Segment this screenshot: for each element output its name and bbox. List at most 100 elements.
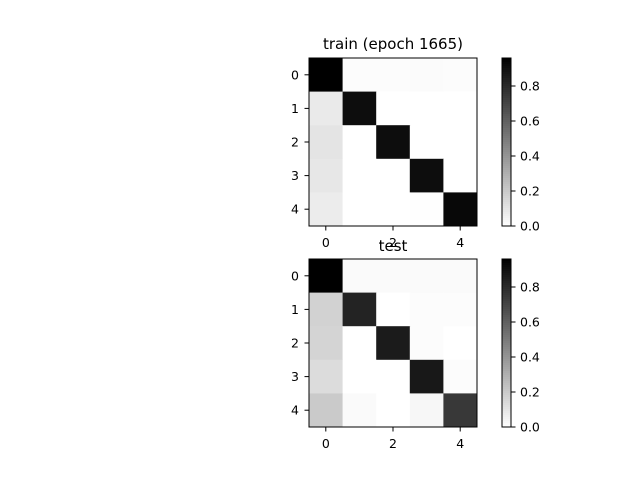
colorbar-strip <box>502 148 511 151</box>
colorbar-strip <box>502 303 511 306</box>
colorbar-strip <box>502 150 511 153</box>
heatmap-panel-test: test 0 1 2 3 4 0 2 4 <box>291 237 540 451</box>
x-tick-label: 4 <box>456 436 464 451</box>
colorbar-frame <box>501 57 512 227</box>
y-tick-label: 0 <box>291 67 299 82</box>
heatmap-cell <box>376 91 411 126</box>
colorbar-strip <box>502 130 511 133</box>
colorbar-strip <box>502 275 511 278</box>
colorbar-strip <box>502 299 511 302</box>
colorbar-strip <box>502 182 511 185</box>
colorbar-strip <box>502 269 511 272</box>
colorbar-strip <box>502 166 511 169</box>
colorbar-gradient-test <box>502 259 511 428</box>
colorbar-strip <box>502 112 511 115</box>
colorbar-strip <box>502 186 511 189</box>
heatmap-cell <box>309 58 344 93</box>
colorbar-strip <box>502 263 511 266</box>
heatmap-cell <box>443 292 478 327</box>
heatmap-cell <box>309 158 344 193</box>
x-axis-train: 0 2 4 <box>322 226 464 250</box>
heatmap-cell <box>309 326 344 361</box>
colorbar-strip <box>502 371 511 374</box>
colorbar-strip <box>502 351 511 354</box>
colorbar-strip <box>502 267 511 270</box>
colorbar-strip <box>502 74 511 77</box>
colorbar-strip <box>502 224 511 227</box>
colorbar-strip <box>502 357 511 360</box>
colorbar-strip <box>502 327 511 330</box>
heatmap-cell <box>376 326 411 361</box>
heatmap-cell <box>376 58 411 93</box>
heatmap-cell <box>409 259 444 294</box>
y-tick-label: 4 <box>291 403 299 418</box>
colorbar-strip <box>502 70 511 73</box>
colorbar-strip <box>502 309 511 312</box>
colorbar-strip <box>502 106 511 109</box>
colorbar-strip <box>502 407 511 410</box>
colorbar-strip <box>502 301 511 304</box>
colorbar-strip <box>502 138 511 141</box>
colorbar-tick-label: 0.6 <box>520 315 540 330</box>
heatmap-cell <box>376 192 411 227</box>
colorbar-strip <box>502 190 511 193</box>
heatmap-cell <box>309 125 344 160</box>
colorbar-strip <box>502 419 511 422</box>
colorbar-strip <box>502 206 511 209</box>
y-tick-label: 0 <box>291 268 299 283</box>
y-tick-label: 1 <box>291 101 299 116</box>
colorbar-strip <box>502 210 511 213</box>
colorbar-strip <box>502 114 511 117</box>
colorbar-strip <box>502 373 511 376</box>
colorbar-strip <box>502 160 511 163</box>
colorbar-strip <box>502 60 511 63</box>
colorbar-strip <box>502 315 511 318</box>
heatmap-cell <box>342 125 377 160</box>
chart-title-train: train (epoch 1665) <box>323 35 463 53</box>
colorbar-strip <box>502 78 511 81</box>
colorbar-train: 0.0 0.2 0.4 0.6 0.8 <box>501 57 540 234</box>
colorbar-strip <box>502 367 511 370</box>
colorbar-strip <box>502 265 511 268</box>
colorbar-strip <box>502 387 511 390</box>
colorbar-strip <box>502 287 511 290</box>
x-tick-label: 0 <box>322 235 330 250</box>
heatmap-cell <box>443 192 478 227</box>
colorbar-strip <box>502 413 511 416</box>
colorbar-strip <box>502 329 511 332</box>
heatmap-cell <box>409 192 444 227</box>
y-tick-label: 3 <box>291 369 299 384</box>
colorbar-strip <box>502 297 511 300</box>
colorbar-strip <box>502 425 511 428</box>
colorbar-strip <box>502 409 511 412</box>
x-tick-label: 0 <box>322 436 330 451</box>
colorbar-strip <box>502 319 511 322</box>
colorbar-ticks-test: 0.0 0.2 0.4 0.6 0.8 <box>511 280 540 435</box>
colorbar-strip <box>502 355 511 358</box>
colorbar-gradient-train <box>502 58 511 227</box>
heatmap-cell <box>443 259 478 294</box>
colorbar-strip <box>502 152 511 155</box>
colorbar-strip <box>502 196 511 199</box>
colorbar-strip <box>502 66 511 69</box>
colorbar-strip <box>502 295 511 298</box>
colorbar-strip <box>502 359 511 362</box>
colorbar-strip <box>502 120 511 123</box>
colorbar-strip <box>502 363 511 366</box>
heatmap-cell <box>342 326 377 361</box>
colorbar-strip <box>502 405 511 408</box>
colorbar-strip <box>502 218 511 221</box>
colorbar-tick-label: 0.4 <box>520 149 540 164</box>
colorbar-strip <box>502 277 511 280</box>
colorbar-strip <box>502 68 511 71</box>
colorbar-strip <box>502 96 511 99</box>
heatmap-panel-train: train (epoch 1665) 0 1 2 3 4 0 2 4 <box>291 35 540 250</box>
colorbar-strip <box>502 162 511 165</box>
colorbar-strip <box>502 415 511 418</box>
colorbar-strip <box>502 343 511 346</box>
colorbar-strip <box>502 321 511 324</box>
heatmap-cell <box>376 292 411 327</box>
heatmap-cell <box>409 292 444 327</box>
heatmap-cell <box>342 359 377 394</box>
colorbar-strip <box>502 194 511 197</box>
